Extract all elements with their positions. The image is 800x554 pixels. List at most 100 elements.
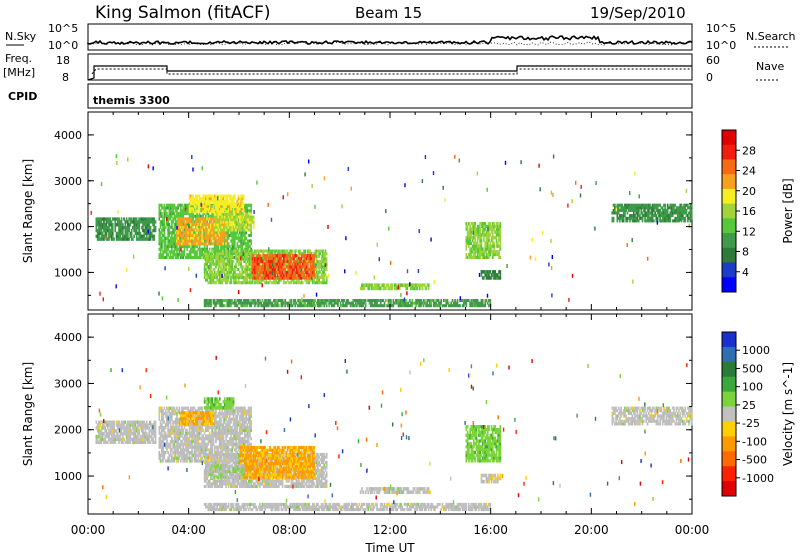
colorbar-tick-label: 28 [742,144,756,157]
colorbar-segment [722,481,736,497]
power-echo-region [359,283,430,291]
colorbar-label-power: Power [dB] [781,178,795,243]
colorbar-segment [722,361,736,378]
nave-trace [91,68,692,75]
colorbar-tick-label: 12 [742,225,756,238]
colorbar-segment [722,174,736,190]
colorbar-tick-label: 4 [742,266,749,279]
colorbar-segment [722,421,736,437]
nsearch-label: N.Search [746,30,796,43]
colorbar-segment [722,203,736,219]
power-echo-region [203,299,492,308]
y-tick-label: 1000 [54,266,82,279]
velocity-echo-region [203,397,235,410]
nave-tick-bottom: 0 [706,71,713,84]
y-tick-label: 3000 [54,377,82,390]
noise-tick-top-left: 10^5 [48,22,78,35]
colorbar-segment [722,130,736,146]
velocity-echo-region [480,473,502,484]
colorbar-tick-label: -500 [742,454,767,467]
noise-tick-top-right: 10^5 [706,22,736,35]
colorbar-tick-label: -25 [742,417,760,430]
y-tick-label: 2000 [54,424,82,437]
freq-label-2: [MHz] [3,66,35,79]
freq-label-1: Freq. [5,52,32,65]
colorbar-segment [722,233,736,249]
velocity-speckles [98,355,690,507]
power-echo-region [188,194,245,214]
power-echo-region [176,217,227,246]
colorbar-segment [722,144,736,160]
velocity-echo-region [611,406,693,426]
colorbar-segment [722,406,736,422]
colorbar-tick-label: 16 [742,205,756,218]
colorbar-segment [722,277,736,293]
power-echo-region [251,254,315,280]
velocity-echo-region [178,411,215,426]
y-tick-label: 4000 [54,129,82,142]
station-title: King Salmon (fitACF) [95,3,271,23]
noise-tick-bottom-left: 10^0 [48,39,78,52]
cpid-label: CPID [8,90,37,103]
colorbar-segment [722,159,736,175]
plot-frame-power [87,111,693,311]
x-tick-label: 12:00 [373,523,408,537]
beam-title: Beam 15 [355,4,422,22]
y-axis-label-power: Slant Range [km] [21,159,35,263]
cpid-value: themis 3300 [93,94,170,107]
y-tick-label: 3000 [54,175,82,188]
colorbar-tick-label: 24 [742,165,756,178]
y-tick-label: 2000 [54,221,82,234]
colorbar-segment [722,466,736,482]
colorbar-segment [722,451,736,467]
velocity-echo-region [239,445,315,479]
x-axis-label: Time UT [364,541,415,554]
date-title: 19/Sep/2010 [590,4,686,22]
cpid-panel-frame [87,83,693,109]
colorbar-segment [722,376,736,393]
x-tick-label: 20:00 [574,523,609,537]
y-tick-label: 4000 [54,331,82,344]
colorbar-segment [722,218,736,234]
freq-tick-bottom: 8 [62,71,69,84]
colorbar-tick-label: 25 [742,399,756,412]
x-tick-label: 08:00 [272,523,307,537]
colorbar-tick-label: 20 [742,185,756,198]
power-speckles [90,154,690,302]
power-echo-region [95,217,157,241]
colorbar-segment [722,247,736,264]
nave-tick-top: 60 [706,54,720,67]
colorbar-segment [722,188,736,205]
noise-panel-frame [87,23,693,51]
colorbar-tick-label: 500 [742,362,763,375]
noise-trace [87,35,693,46]
y-tick-label: 1000 [54,470,82,483]
colorbar-tick-label: -100 [742,435,767,448]
colorbar-tick-label: 100 [742,381,763,394]
colorbar-segment [722,262,736,278]
colorbar-segment [722,391,736,408]
x-tick-label: 04:00 [171,523,206,537]
power-echo-region [213,212,255,232]
colorbar-label-velocity: Velocity [m s^-1] [781,362,795,466]
velocity-echo-region [465,425,502,463]
x-tick-label: 00:00 [675,523,710,537]
power-echo-region [465,222,502,259]
x-tick-label: 16:00 [473,523,508,537]
freq-panel-frame [87,53,693,81]
colorbar-segment [722,436,736,452]
velocity-echo-region [95,420,157,444]
colorbar-tick-label: 1000 [742,344,770,357]
velocity-echo-region [203,502,492,512]
x-tick-label: 00:00 [71,523,106,537]
colorbar-tick-label: 8 [742,246,749,259]
power-echo-region [480,270,502,280]
noise-tick-bottom-right: 10^0 [706,39,736,52]
velocity-echo-region [359,487,431,494]
y-axis-label-velocity: Slant Range [km] [21,362,35,466]
nsky-label: N.Sky [5,30,37,43]
colorbar-tick-label: -1000 [742,472,774,485]
freq-trace [87,65,692,81]
colorbar-segment [722,346,736,363]
